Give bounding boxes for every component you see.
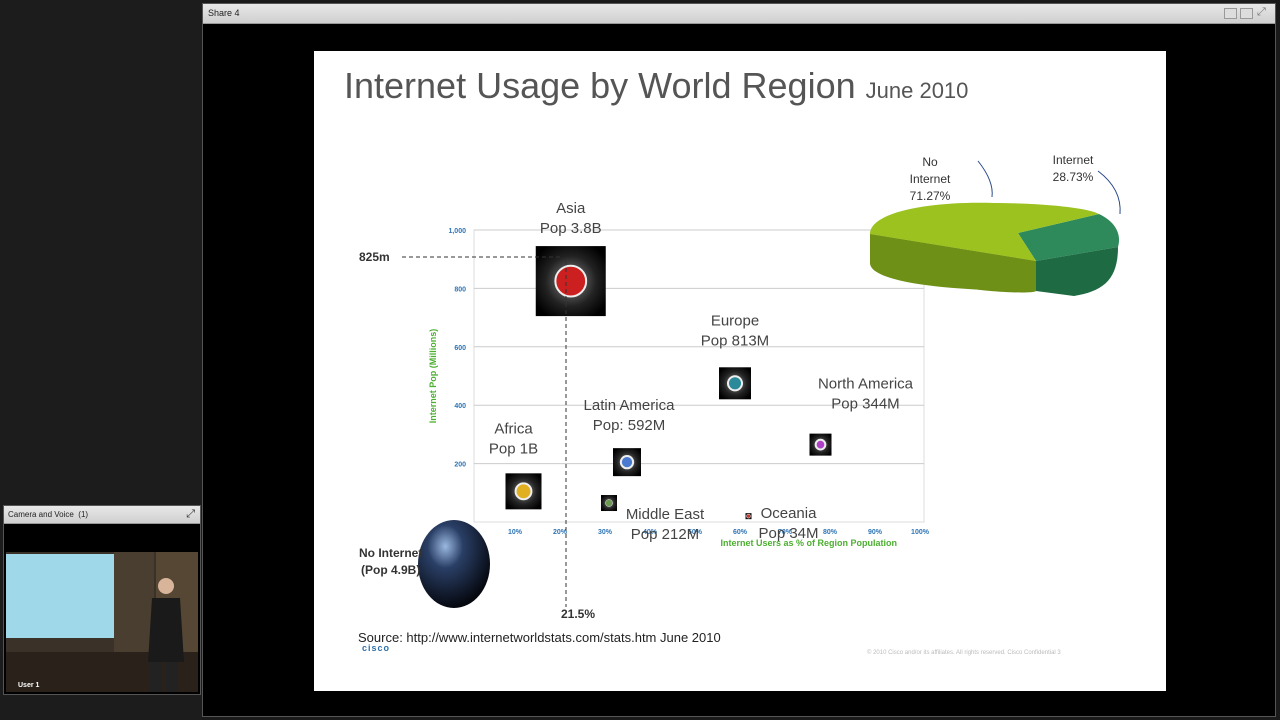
point-name-label: Europe	[711, 312, 759, 329]
y-tick-label: 1,000	[448, 228, 466, 235]
data-point-europe: Europe Pop 813M	[701, 312, 769, 400]
point-marker-ball	[746, 513, 751, 519]
y-tick-label: 400	[454, 403, 466, 410]
no-internet-pop: (Pop 4.9B)	[361, 563, 420, 577]
point-name-label: Asia	[556, 200, 586, 217]
data-point-africa: Africa Pop 1B	[489, 420, 542, 510]
pie-value-internet: 28.73%	[1053, 170, 1094, 184]
point-marker-ball	[514, 482, 533, 501]
x-tick-label: 100%	[911, 529, 930, 536]
fullscreen-icon[interactable]: ⤢	[1257, 6, 1266, 18]
x-tick-label: 10%	[508, 529, 523, 536]
data-point-north-america: North America Pop 344M	[809, 376, 914, 456]
point-marker-ball	[726, 375, 744, 392]
fit-page-icon[interactable]	[1240, 8, 1253, 19]
asia-y-annotation: 825m	[359, 250, 390, 264]
pie-value-no-internet: 71.27%	[910, 189, 951, 203]
point-pop-label: Pop 344M	[831, 396, 899, 413]
x-tick-label: 50%	[688, 529, 703, 536]
point-pop-label: Pop 3.8B	[540, 220, 602, 237]
x-axis-label: Internet Users as % of Region Population	[720, 538, 897, 548]
copyright-text: © 2010 Cisco and/or its affiliates. All …	[867, 650, 1061, 656]
slide-title-date: June 2010	[865, 78, 969, 103]
data-point-middle-east: Middle East Pop 212M	[601, 495, 705, 543]
pie-slice-no-internet	[870, 202, 1099, 261]
presentation-slide: Internet Usage by World Region June 2010	[314, 51, 1166, 691]
y-axis-label: Internet Pop (Millions)	[428, 329, 438, 424]
x-tick-label: 70%	[778, 529, 793, 536]
point-name-label: Africa	[494, 420, 533, 437]
cisco-logo: cisco	[362, 643, 391, 653]
asia-x-annotation: 21.5%	[561, 607, 595, 621]
slide-graphics: 200 400 600 800 1,000 10% 20% 30% 40% 50% 60% 70% 8…	[359, 153, 1121, 621]
fit-width-icon[interactable]	[1224, 8, 1237, 19]
point-pop-label: Pop: 592M	[593, 417, 666, 434]
x-tick-label: 90%	[868, 529, 883, 536]
camera-count: (1)	[78, 510, 89, 519]
camera-title-text: Camera and Voice	[8, 510, 74, 519]
camera-title: Camera and Voice (1)	[8, 510, 88, 519]
x-tick-label: 80%	[823, 529, 838, 536]
slide-title-main: Internet Usage by World Region	[344, 65, 856, 106]
no-internet-label: No Internet	[359, 546, 422, 560]
point-pop-label: Pop 813M	[701, 332, 769, 349]
pie-slice-internet-top	[1018, 214, 1120, 261]
camera-voice-pod: Camera and Voice (1) ⤢ User 1	[3, 505, 201, 695]
point-name-label: North America	[818, 376, 914, 393]
point-marker-ball	[619, 454, 635, 470]
x-tick-label: 40%	[643, 529, 658, 536]
scatter-plot: 200 400 600 800 1,000 10% 20% 30% 40% 50% 60% 70% 8…	[359, 200, 930, 621]
slide-title: Internet Usage by World Region June 2010	[344, 65, 968, 107]
point-marker-ball	[605, 499, 613, 507]
pie-chart: No Internet 71.27% Internet 28.73%	[870, 153, 1121, 296]
fullscreen-icon[interactable]: ⤢	[186, 508, 195, 520]
x-tick-label: 60%	[733, 529, 748, 536]
camera-user-label: User 1	[18, 682, 40, 689]
share-titlebar[interactable]: Share 4 ⤢	[203, 4, 1275, 24]
y-tick-label: 200	[454, 462, 466, 469]
data-point-asia: Asia Pop 3.8B	[535, 200, 606, 317]
pie-label-no-internet-2: Internet	[910, 172, 951, 186]
y-tick-label: 800	[454, 286, 466, 293]
pie-arrow-no-internet	[977, 160, 993, 198]
y-axis-ticks: 200 400 600 800 1,000	[448, 228, 466, 469]
share-pod: Share 4 ⤢ Internet Usage by World Region…	[202, 3, 1276, 717]
x-axis-ticks: 10% 20% 30% 40% 50% 60% 70% 80% 90% 100%	[508, 529, 930, 536]
point-pop-label: Pop 34M	[758, 525, 818, 542]
pie-label-internet: Internet	[1053, 153, 1094, 167]
data-point-oceania: Oceania Pop 34M	[745, 505, 819, 542]
point-pop-label: Pop 212M	[631, 526, 699, 543]
point-marker-ball	[554, 264, 588, 298]
point-name-label: Latin America	[584, 397, 676, 414]
camera-video: User 1	[6, 552, 198, 692]
data-point-latin-america: Latin America Pop: 592M	[584, 397, 676, 477]
point-pop-label: Pop 1B	[489, 440, 538, 457]
pie-label-no-internet-1: No	[922, 155, 938, 169]
pie-slice-internet-side	[1036, 247, 1118, 296]
x-tick-label: 30%	[598, 529, 613, 536]
video-frame	[6, 552, 198, 692]
camera-titlebar[interactable]: Camera and Voice (1) ⤢	[4, 506, 200, 524]
share-title: Share 4	[208, 8, 240, 18]
point-name-label: Middle East	[626, 506, 705, 523]
x-tick-label: 20%	[553, 529, 568, 536]
point-marker-ball	[814, 438, 827, 451]
point-name-label: Oceania	[761, 505, 818, 522]
no-internet-ball	[418, 520, 490, 608]
source-citation: Source: http://www.internetworldstats.co…	[358, 630, 721, 645]
data-points: Asia Pop 3.8B Europe Pop 813M North America P…	[489, 200, 914, 543]
pie-arrow-internet	[1097, 170, 1121, 215]
y-tick-label: 600	[454, 345, 466, 352]
pie-slice-no-internet-edge	[870, 234, 1036, 291]
